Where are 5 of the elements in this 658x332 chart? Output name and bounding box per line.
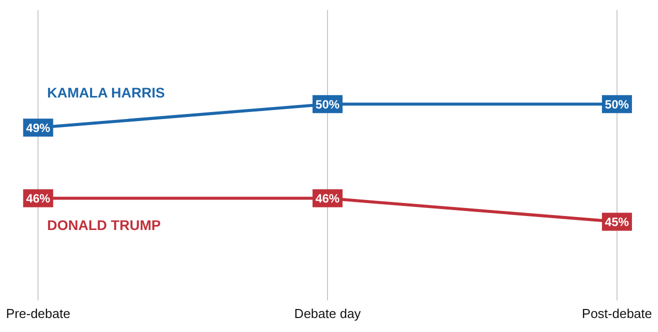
x-tick-label: Pre-debate [6, 306, 70, 321]
series-label: KAMALA HARRIS [47, 84, 165, 101]
series-label: DONALD TRUMP [47, 217, 161, 234]
x-tick-label: Post-debate [582, 306, 652, 321]
x-tick-label: Debate day [294, 306, 362, 321]
